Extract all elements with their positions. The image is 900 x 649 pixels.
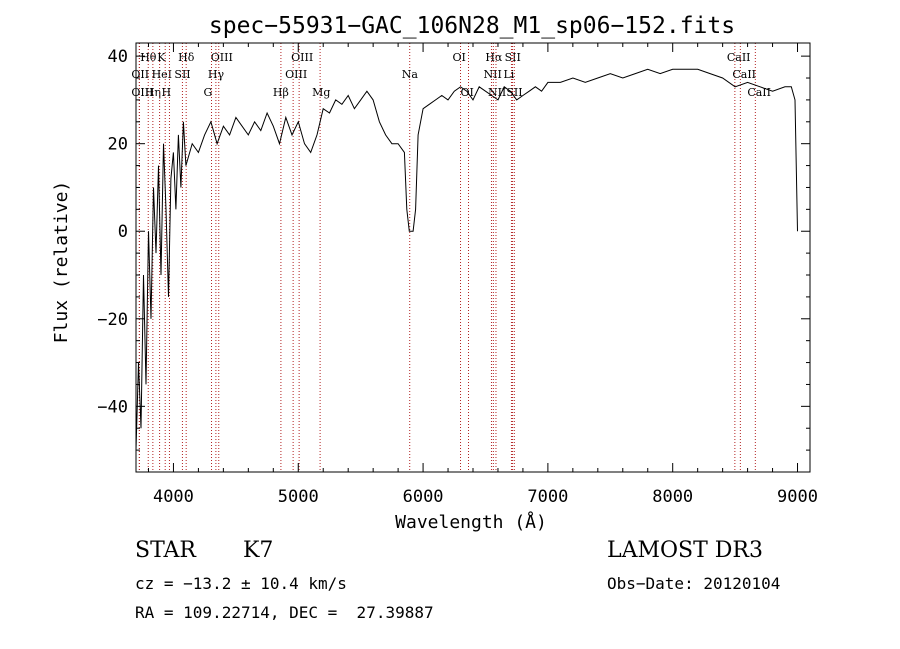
- line-label-13: OIII: [285, 68, 307, 81]
- y-tick-label: 40: [108, 47, 128, 67]
- line-label-0: Hθ: [140, 51, 157, 64]
- plot-frame: [135, 42, 811, 473]
- y-axis-label: Flux (relative): [51, 181, 72, 344]
- spectrum-trace: [135, 68, 798, 451]
- x-tick-label: 8000: [652, 487, 693, 507]
- y-tick-label: −40: [97, 397, 128, 417]
- y-tick-label: −20: [97, 310, 128, 330]
- line-label-15: Mg: [312, 86, 330, 99]
- line-label-6: SII: [174, 68, 190, 81]
- x-axis-label: Wavelength (Å): [395, 511, 547, 533]
- flux-line: [135, 68, 798, 451]
- survey-name: LAMOST DR3: [607, 538, 763, 563]
- line-label-27: CaII: [747, 86, 771, 99]
- x-tick-label: 9000: [777, 487, 818, 507]
- line-label-19: Hα: [485, 51, 503, 64]
- line-label-14: OIII: [291, 51, 313, 64]
- axis-ticks: 4000 5000 6000 7000 8000 9000 −40 −20 0 20 40: [97, 43, 818, 507]
- line-label-3: Hη: [145, 86, 161, 99]
- line-label-20: NII: [483, 68, 501, 81]
- y-tick-label: 0: [118, 222, 128, 242]
- line-label-11: G: [204, 86, 213, 99]
- line-label-4: HeI: [152, 68, 172, 81]
- x-tick-label: 6000: [403, 487, 444, 507]
- line-label-22: SII: [505, 51, 521, 64]
- line-label-23: Li: [503, 68, 514, 81]
- line-label-25: CaII: [727, 51, 751, 64]
- line-label-24: SII: [506, 86, 522, 99]
- x-tick-label: 5000: [278, 487, 319, 507]
- x-tick-label: 7000: [527, 487, 568, 507]
- object-subclass: K7: [243, 538, 274, 563]
- line-label-5: K: [157, 51, 166, 64]
- line-label-7: H: [161, 86, 171, 99]
- line-label-17: OI: [453, 51, 466, 64]
- line-label-16: Na: [402, 68, 419, 81]
- line-label-1: OII: [131, 68, 149, 81]
- obs-date: Obs−Date: 20120104: [607, 574, 781, 593]
- y-tick-label: 20: [108, 135, 128, 155]
- line-label-2: OIII: [131, 86, 153, 99]
- line-label-9: OIII: [211, 51, 233, 64]
- line-label-26: CaII: [732, 68, 756, 81]
- ra-dec: RA = 109.22714, DEC = 27.39887: [135, 603, 434, 622]
- line-label-12: Hβ: [273, 86, 289, 99]
- line-label-10: Hγ: [208, 68, 225, 81]
- chart-title: spec−55931−GAC_106N28_M1_sp06−152.fits: [209, 13, 735, 39]
- line-label-8: Hδ: [178, 51, 195, 64]
- object-class: STAR: [135, 538, 196, 563]
- x-tick-label: 4000: [153, 487, 194, 507]
- redshift-cz: cz = −13.2 ± 10.4 km/s: [135, 574, 347, 593]
